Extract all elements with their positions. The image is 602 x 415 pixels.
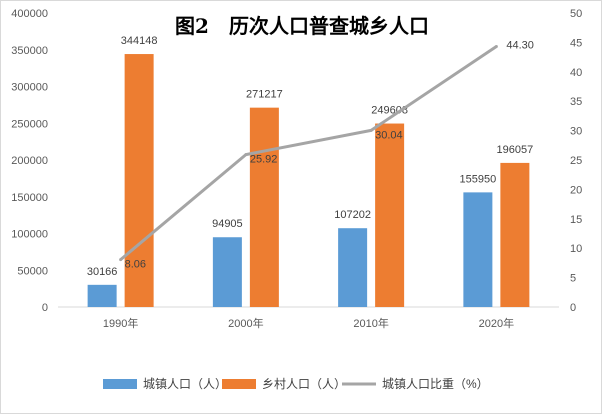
y-right-tick-label: 40 <box>570 67 582 79</box>
y-right-tick-label: 35 <box>570 96 582 108</box>
x-tick-label: 2000年 <box>228 316 263 330</box>
y-left-tick-label: 0 <box>42 302 48 314</box>
line-data-label: 30.04 <box>375 129 403 141</box>
line-data-label: 25.92 <box>250 154 278 166</box>
y-right-tick-label: 25 <box>570 155 582 167</box>
y-right-tick-label: 15 <box>570 214 582 226</box>
legend-label: 城镇人口（人） <box>143 377 227 391</box>
x-tick-label: 2020年 <box>479 316 514 330</box>
bar-urban <box>87 284 117 307</box>
y-right-tick-label: 0 <box>570 302 576 314</box>
line-point <box>119 258 123 262</box>
y-right-tick-label: 50 <box>570 8 582 20</box>
bar-urban <box>338 228 368 307</box>
y-left-tick-label: 300000 <box>11 82 48 94</box>
y-left-tick-label: 50000 <box>17 265 48 277</box>
bar-rural <box>375 123 405 307</box>
y-left-tick-label: 200000 <box>11 155 48 167</box>
line-data-label: 44.30 <box>506 40 534 52</box>
y-right-tick-label: 5 <box>570 273 576 285</box>
legend-label: 城镇人口比重（%） <box>382 377 489 391</box>
bar-urban <box>463 192 493 307</box>
bar-data-label: 107202 <box>334 209 371 221</box>
bar-rural <box>249 107 279 307</box>
bar-urban <box>212 237 242 307</box>
legend-swatch <box>222 379 256 389</box>
chart-title: 图2 历次人口普查城乡人口 <box>175 14 429 38</box>
bar-data-label: 94905 <box>212 218 243 230</box>
y-left-tick-label: 250000 <box>11 118 48 130</box>
bar-data-label: 196057 <box>497 144 534 156</box>
bar-rural <box>500 162 530 307</box>
bar-data-label: 344148 <box>121 35 158 47</box>
x-tick-label: 1990年 <box>103 316 138 330</box>
y-right-tick-label: 20 <box>570 184 582 196</box>
y-left-tick-label: 100000 <box>11 229 48 241</box>
y-left-tick-label: 400000 <box>11 8 48 20</box>
line-data-label: 8.06 <box>125 259 146 271</box>
line-urban-ratio <box>119 45 498 261</box>
line-point <box>244 153 248 157</box>
legend-label: 乡村人口（人） <box>262 377 346 391</box>
y-left-tick-label: 350000 <box>11 45 48 57</box>
x-tick-label: 2010年 <box>353 316 388 330</box>
bar-data-label: 271217 <box>246 89 283 101</box>
bar-data-label: 30166 <box>87 266 118 278</box>
bar-data-label: 155950 <box>460 173 497 185</box>
y-left-tick-label: 150000 <box>11 192 48 204</box>
y-right-tick-label: 45 <box>570 37 582 49</box>
y-right-tick-label: 10 <box>570 243 582 255</box>
bar-rural <box>124 54 154 307</box>
y-right-tick-label: 30 <box>570 126 582 138</box>
line-point <box>369 128 373 132</box>
line-point <box>494 45 498 49</box>
legend-swatch <box>103 379 137 389</box>
